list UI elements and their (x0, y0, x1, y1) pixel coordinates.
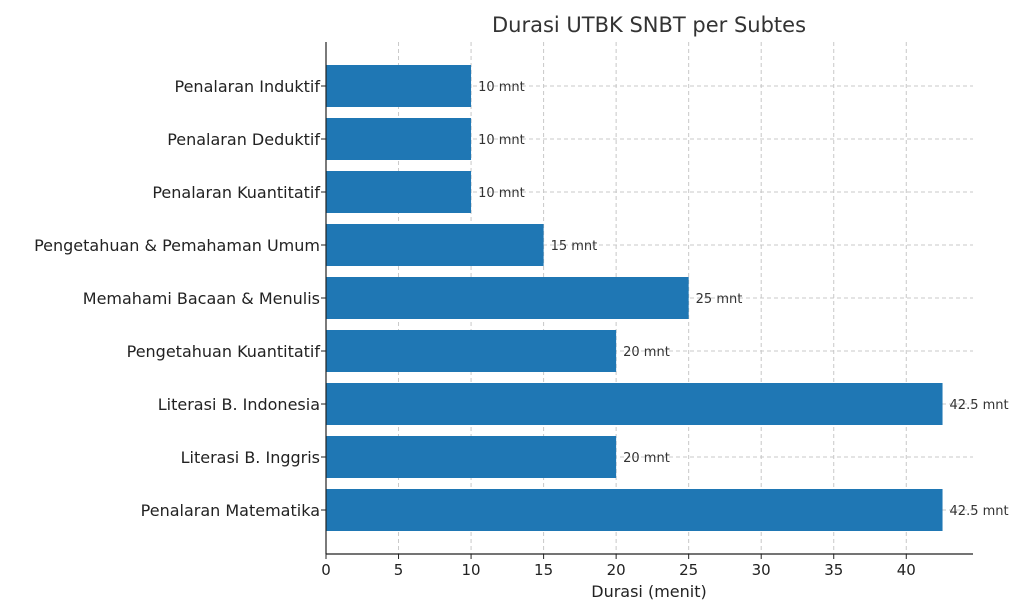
category-label: Penalaran Matematika (141, 501, 320, 520)
x-tick-label: 35 (824, 561, 843, 579)
data-label: 42.5 mnt (950, 398, 1009, 413)
data-label: 15 mnt (551, 239, 598, 254)
x-tick-label: 0 (321, 561, 331, 579)
bar (326, 118, 472, 160)
x-axis-ticks: 0 5 10 15 20 25 30 35 40 (321, 85, 916, 579)
bar (326, 489, 943, 531)
data-label: 20 mnt (623, 345, 670, 360)
x-tick-label: 40 (897, 561, 916, 579)
x-axis-label: Durasi (menit) (591, 582, 706, 601)
category-label: Literasi B. Inggris (181, 448, 320, 467)
x-tick-label: 30 (752, 561, 771, 579)
category-labels: Penalaran Induktif Penalaran Deduktif Pena… (34, 77, 320, 520)
category-label: Penalaran Kuantitatif (152, 183, 320, 202)
bar (326, 383, 943, 425)
bar (326, 277, 689, 319)
data-labels: 10 mnt 10 mnt 10 mnt 15 mnt 25 mnt 20 mnt 42.5… (478, 80, 1009, 519)
category-label: Penalaran Deduktif (167, 130, 320, 149)
bar (326, 436, 617, 478)
x-tick-label: 15 (534, 561, 553, 579)
bar (326, 330, 617, 372)
data-label: 42.5 mnt (950, 504, 1009, 519)
category-label: Literasi B. Indonesia (158, 395, 320, 414)
bar (326, 65, 472, 107)
category-label: Memahami Bacaan & Menulis (83, 289, 320, 308)
x-tick-label: 10 (462, 561, 481, 579)
data-label: 20 mnt (623, 451, 670, 466)
bars (326, 65, 943, 531)
data-label: 10 mnt (478, 186, 525, 201)
bar (326, 224, 544, 266)
chart-title: Durasi UTBK SNBT per Subtes (492, 13, 806, 37)
category-label: Pengetahuan & Pemahaman Umum (34, 236, 320, 255)
bar (326, 171, 472, 213)
x-tick-label: 20 (607, 561, 626, 579)
data-label: 25 mnt (696, 292, 743, 307)
data-label: 10 mnt (478, 80, 525, 95)
category-label: Penalaran Induktif (175, 77, 321, 96)
x-tick-label: 25 (679, 561, 698, 579)
x-tick-label: 5 (394, 561, 404, 579)
data-label: 10 mnt (478, 133, 525, 148)
category-label: Pengetahuan Kuantitatif (127, 342, 321, 361)
